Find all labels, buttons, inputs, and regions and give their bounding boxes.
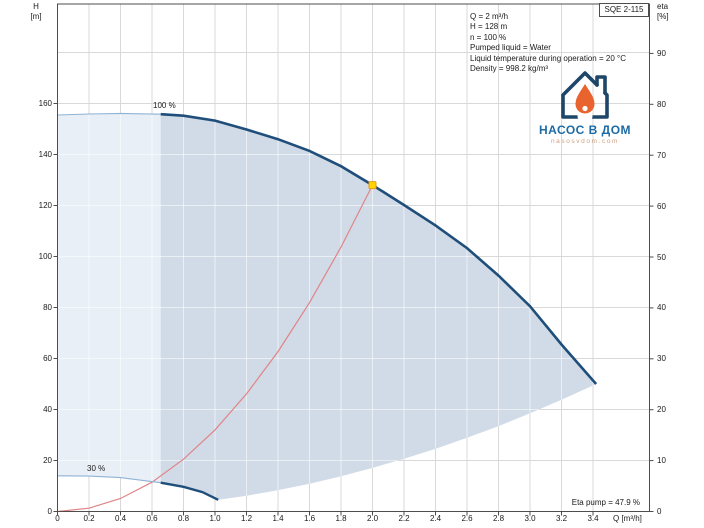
duty-info-box: Q = 2 m³/h H = 128 m n = 100 % Pumped li… <box>470 12 626 74</box>
pump-curve-30-thin <box>57 475 161 484</box>
speed-label-30: 30 % <box>87 464 106 473</box>
info-line-head: H = 128 m <box>470 22 508 32</box>
pump-curve-30 <box>160 481 219 501</box>
q-axis-tick-label: 0.8 <box>177 514 190 523</box>
h-axis-tick-label: 80 <box>43 303 52 312</box>
h-axis-tick-label: 100 <box>38 252 52 261</box>
flame-icon <box>575 84 595 114</box>
left-axis-name: H <box>33 2 39 11</box>
speed-label-100: 100 % <box>153 101 176 110</box>
q-axis-tick-label: 1.6 <box>303 514 316 523</box>
duty-point-marker <box>368 181 377 190</box>
h-axis-tick-label: 120 <box>38 201 52 210</box>
pump-model-badge: SQE 2-115 <box>599 3 649 17</box>
q-axis-tick-label: 2.0 <box>366 514 379 523</box>
q-axis-tick-label: 0 <box>55 514 60 523</box>
q-axis-tick-label: 2.8 <box>492 514 505 523</box>
brand-logo: НАСОС В ДОМ nasosvdom.com <box>538 68 632 145</box>
eta-axis-tick-label: 20 <box>657 405 666 415</box>
duty-parabola-curve <box>57 184 374 513</box>
eta-axis-tick-label: 10 <box>657 456 666 466</box>
eta-pump-value: Eta pump = 47.9 % <box>571 498 640 507</box>
bottom-axis-unit: Q [m³/h] <box>613 514 642 523</box>
info-line-liquid: Pumped liquid = Water <box>470 43 551 53</box>
h-axis-tick-label: 160 <box>38 99 52 108</box>
h-axis-tick-label: 20 <box>43 456 52 465</box>
q-axis-tick-label: 0.6 <box>146 514 158 523</box>
q-axis-tick-label: 1.8 <box>335 514 347 523</box>
eta-axis-tick-label: 80 <box>657 99 666 109</box>
axis-frame <box>57 3 650 512</box>
q-axis-tick-label: 3.2 <box>555 514 568 523</box>
q-axis-tick-label: 2.6 <box>461 514 473 523</box>
q-axis-tick-label: 1.2 <box>240 514 253 523</box>
h-axis-tick-label: 140 <box>38 150 52 159</box>
eta-axis-tick-label: 70 <box>657 150 666 160</box>
info-line-temperature: Liquid temperature during operation = 20… <box>470 53 626 63</box>
h-axis-tick-label: 60 <box>43 354 52 363</box>
q-axis-tick-label: 0.2 <box>83 514 95 523</box>
eta-axis-tick-label: 90 <box>657 48 666 58</box>
eta-axis-tick-label: 30 <box>657 354 666 364</box>
q-axis-tick-label: 1.4 <box>272 514 284 523</box>
pump-curve-100-thin <box>57 112 161 116</box>
q-axis-tick-label: 2.2 <box>398 514 410 523</box>
house-flame-icon <box>561 71 609 122</box>
info-line-density: Density = 998.2 kg/m³ <box>470 64 549 74</box>
logo-subtitle: nasosvdom.com <box>550 138 620 145</box>
right-axis-unit: [%] <box>657 12 669 21</box>
eta-axis-tick-label: 60 <box>657 201 666 211</box>
logo-title: НАСОС В ДОМ <box>538 123 632 137</box>
q-axis-tick-label: 2.4 <box>429 514 442 523</box>
eta-axis-tick-label: 0 <box>657 507 662 516</box>
q-axis-tick-label: 1.0 <box>209 514 221 523</box>
eta-axis-tick-label: 50 <box>657 252 666 262</box>
q-axis-tick-label: 3.4 <box>587 514 599 523</box>
info-line-flow: Q = 2 m³/h <box>470 12 509 21</box>
right-axis-name: eta <box>657 2 669 11</box>
flame-core <box>582 105 588 112</box>
info-line-speed: n = 100 % <box>470 32 507 42</box>
left-axis-unit: [m] <box>30 12 42 21</box>
h-axis-tick-label: 40 <box>43 405 52 414</box>
q-axis-tick-label: 0.4 <box>114 514 127 523</box>
h-axis-tick-label: 0 <box>47 507 52 516</box>
eta-axis-tick-label: 40 <box>657 303 666 313</box>
axis-ticks <box>53 52 654 516</box>
q-axis-tick-label: 3.0 <box>524 514 536 523</box>
